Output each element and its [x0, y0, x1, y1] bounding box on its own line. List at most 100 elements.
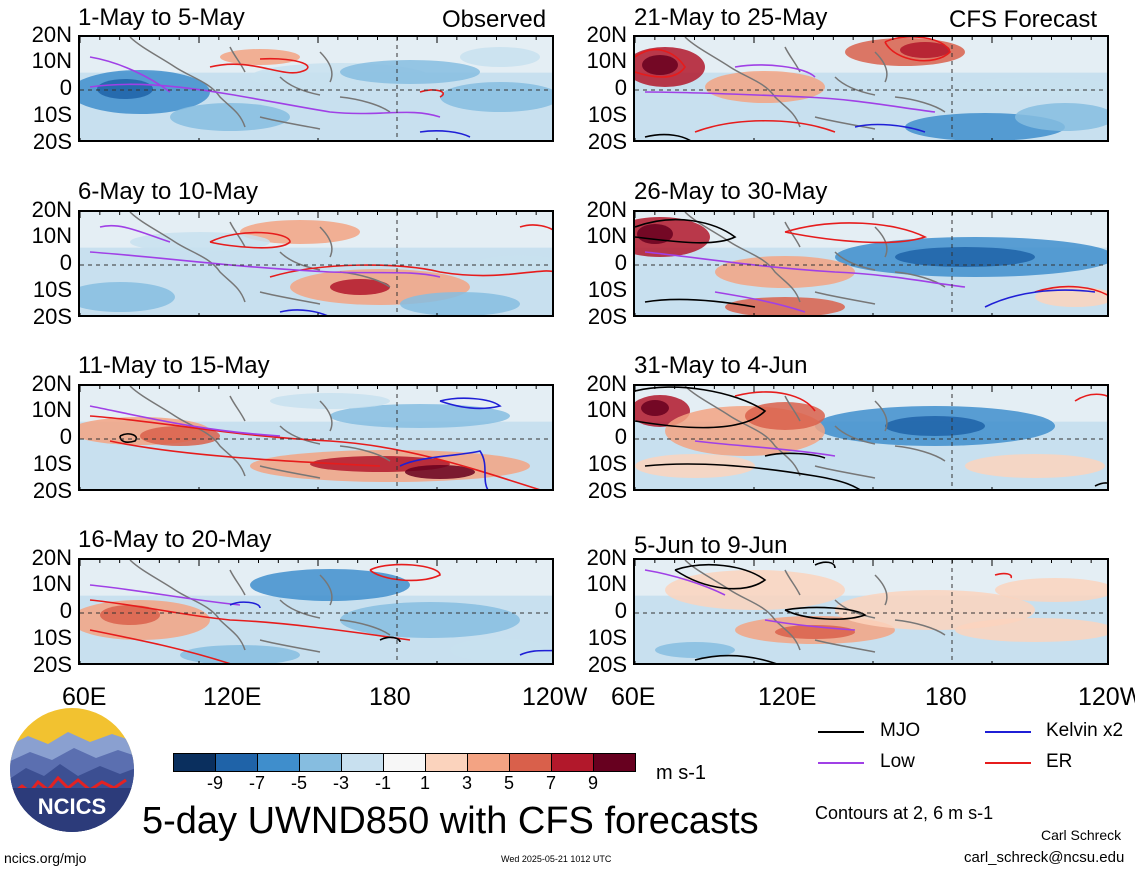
- anomaly-shading: [900, 42, 950, 58]
- map-panel: [633, 558, 1109, 665]
- anomaly-shading: [885, 416, 985, 436]
- anomaly-shading: [655, 642, 735, 658]
- anomaly-shading: [745, 402, 825, 430]
- lat-label: 20S: [32, 652, 72, 677]
- lon-label-120e: 120E: [758, 683, 817, 711]
- lat-label: 10S: [587, 451, 627, 476]
- colorbar-swatch: [174, 754, 216, 771]
- anomaly-shading: [440, 82, 552, 112]
- lon-label-120w: 120W: [1078, 683, 1135, 711]
- wave-contour: [635, 386, 767, 429]
- wave-contour: [694, 120, 836, 133]
- author: Carl Schreck: [1041, 827, 1122, 843]
- panel-title: 1-May to 5-May: [78, 4, 245, 31]
- wave-contour: [694, 440, 836, 457]
- wave-contour: [89, 56, 171, 93]
- colorbar-tick-label: 9: [587, 773, 598, 793]
- wave-contour: [784, 222, 928, 244]
- colorbar-swatch: [594, 754, 635, 771]
- wave-contour: [644, 133, 691, 140]
- colorbar-swatch: [258, 754, 300, 771]
- coastline: [129, 560, 391, 653]
- lat-label: 10N: [586, 223, 627, 248]
- wave-contour: [369, 563, 441, 582]
- lat-label: 0: [59, 75, 72, 100]
- anomaly-shading: [270, 393, 390, 409]
- colorbar-tick-label: -5: [290, 773, 307, 793]
- wave-contour: [89, 599, 411, 641]
- colorbar-tick-label: -1: [374, 773, 391, 793]
- wave-contour: [89, 629, 231, 663]
- lat-label: 10S: [587, 102, 627, 127]
- anomaly-shading: [995, 578, 1107, 602]
- lat-label: 20S: [587, 478, 627, 503]
- wind-anomaly-map: [635, 560, 1107, 663]
- email[interactable]: carl_schreck@ncsu.edu: [964, 849, 1125, 866]
- lat-label: 10N: [31, 223, 72, 248]
- wave-contour: [109, 440, 381, 467]
- colorbar-tick-label: 1: [419, 773, 430, 793]
- coastline: [684, 560, 946, 653]
- legend-low-line: [818, 762, 864, 764]
- lat-label: 20N: [586, 545, 627, 570]
- lat-label: 10N: [31, 48, 72, 73]
- coastline: [684, 37, 946, 130]
- wave-contour: [1034, 285, 1107, 296]
- wind-anomaly-map: [635, 386, 1107, 489]
- wave-contour: [644, 298, 756, 308]
- wind-anomaly-map: [80, 560, 552, 663]
- anomaly-shading: [470, 255, 552, 279]
- map-panel: [633, 35, 1109, 142]
- lat-label: 10N: [586, 571, 627, 596]
- map-panel: [633, 210, 1109, 317]
- wave-contour: [814, 561, 836, 569]
- colorbar-tick-label: 3: [461, 773, 472, 793]
- coastline: [684, 386, 946, 479]
- map-panel: [633, 384, 1109, 491]
- wave-contour: [674, 564, 767, 590]
- anomaly-shading: [405, 465, 475, 479]
- anomaly-shading: [100, 605, 160, 625]
- wave-contour: [399, 450, 489, 489]
- wind-anomaly-map: [80, 212, 552, 315]
- wave-contour: [89, 251, 441, 278]
- wave-contour: [714, 291, 806, 313]
- panel-title: 5-Jun to 9-Jun: [634, 532, 788, 559]
- timestamp: Wed 2025-05-21 1012 UTC: [501, 854, 612, 864]
- wave-contour: [89, 405, 281, 437]
- lat-label: 0: [59, 250, 72, 275]
- lat-label: 10S: [32, 625, 72, 650]
- colorbar-swatch: [216, 754, 258, 771]
- lat-label: 10S: [587, 625, 627, 650]
- anomaly-shading: [97, 79, 153, 99]
- lat-label: 20N: [586, 197, 627, 222]
- anomaly-shading: [450, 638, 550, 662]
- wave-contour: [644, 569, 726, 596]
- legend-mjo-line: [818, 731, 864, 733]
- website-link[interactable]: ncics.org/mjo: [4, 850, 87, 866]
- colorbar-swatch: [426, 754, 468, 771]
- wave-contour: [694, 654, 777, 663]
- coastline: [684, 212, 946, 305]
- anomaly-shading: [180, 645, 300, 663]
- lat-label: 20N: [586, 22, 627, 47]
- panel-tag: Observed: [442, 6, 547, 33]
- lat-label: 0: [59, 598, 72, 623]
- anomaly-shading: [80, 282, 175, 312]
- wave-contour: [784, 606, 867, 620]
- wave-contour: [89, 415, 541, 489]
- wave-contour: [119, 433, 138, 443]
- wind-anomaly-map: [80, 37, 552, 140]
- anomaly-shading: [665, 570, 845, 610]
- lat-label: 20N: [586, 371, 627, 396]
- wave-contour: [635, 48, 686, 78]
- wave-contour: [884, 37, 951, 62]
- anomaly-shading: [220, 49, 300, 65]
- lat-label: 10S: [587, 277, 627, 302]
- lat-label: 10N: [31, 571, 72, 596]
- lon-label-60e: 60E: [62, 683, 107, 711]
- lat-label: 10S: [32, 277, 72, 302]
- lat-label: 0: [614, 598, 627, 623]
- wave-contour: [419, 130, 471, 138]
- lat-label: 20S: [587, 129, 627, 154]
